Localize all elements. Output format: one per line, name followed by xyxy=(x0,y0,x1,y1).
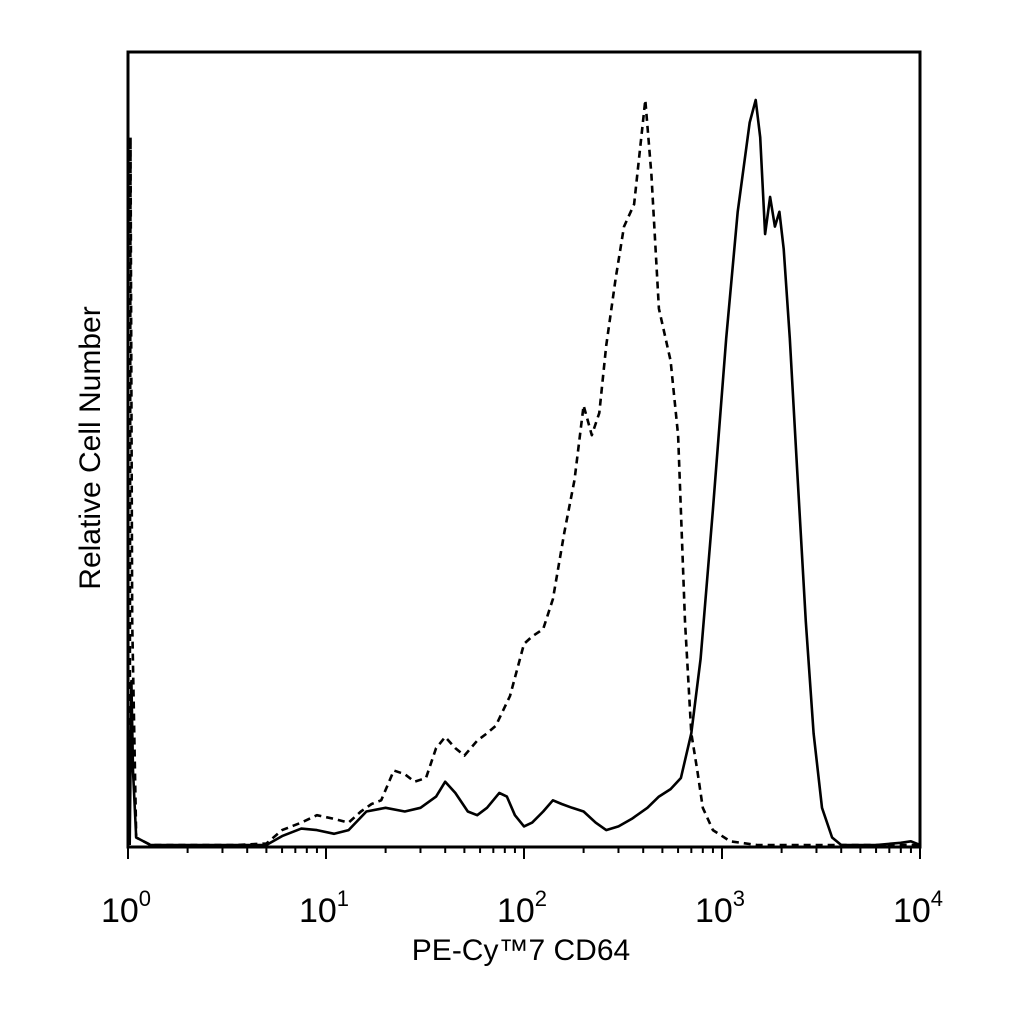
series-line-dashed xyxy=(128,98,920,847)
x-tick-label: 104 xyxy=(893,886,943,930)
x-tick-label: 101 xyxy=(299,886,349,930)
plot-area xyxy=(126,50,922,849)
y-axis-title: Relative Cell Number xyxy=(74,306,107,589)
x-tick-label: 102 xyxy=(497,886,547,930)
x-axis-ticks xyxy=(127,847,921,859)
x-axis-title: PE-Cy™7 CD64 xyxy=(412,934,630,967)
x-tick-label: 100 xyxy=(101,886,151,930)
series-layer xyxy=(128,98,921,847)
x-tick-label: 103 xyxy=(695,886,745,930)
x-axis-tick-labels: 100 101 102 103 104 xyxy=(101,886,943,930)
series-line-solid xyxy=(128,98,921,847)
